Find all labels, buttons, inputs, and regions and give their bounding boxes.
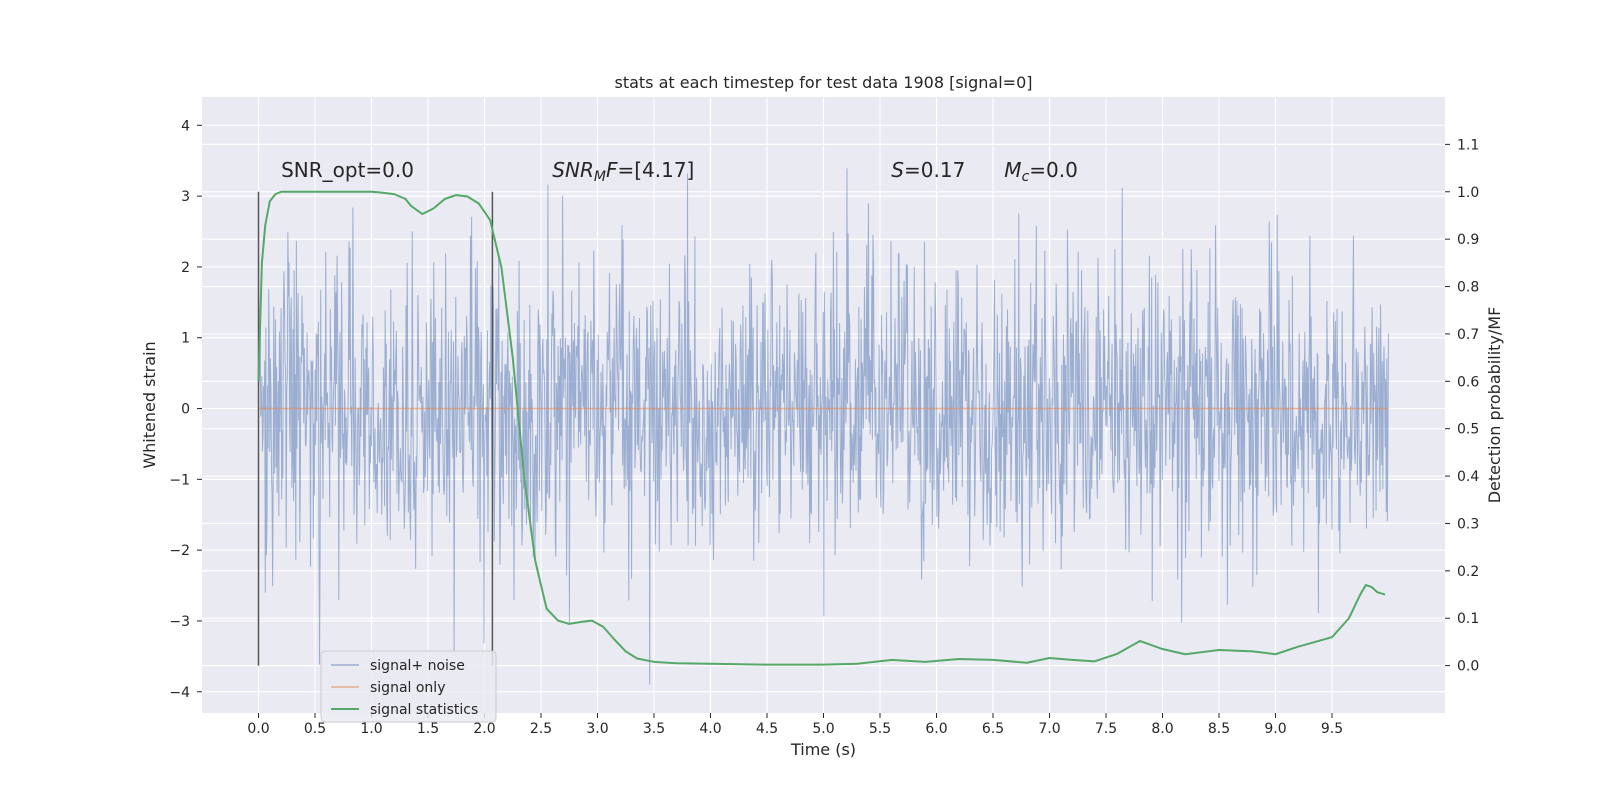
line-signal-plus-noise: [258, 168, 1389, 685]
annotation: Mc=0.0: [1004, 158, 1078, 185]
y-axis-ticks: −4 −3 −2 −1 0 1 2 3 4: [169, 118, 202, 701]
y2-tick-label: 1.1: [1457, 137, 1479, 153]
x-tick-label: 8.5: [1208, 721, 1230, 737]
x-axis-label: Time (s): [790, 740, 856, 759]
x-axis-ticks: 0.0 0.5 1.0 1.5 2.0 2.5 3.0 3.5 4.0 4.5 5.0 5.5 6.0 6…: [247, 713, 1343, 737]
y2-tick-label: 0.3: [1457, 516, 1479, 532]
legend-box: [320, 650, 497, 723]
x-tick-label: 5.5: [869, 721, 891, 737]
y-tick-label: 3: [181, 189, 190, 205]
series-signal-statistics: [257, 190, 1386, 666]
x-tick-label: 1.0: [360, 721, 382, 737]
y2-tick-label: 0.6: [1457, 374, 1479, 390]
x-tick-label: 8.0: [1151, 721, 1173, 737]
y2-tick-label: 0.7: [1457, 327, 1479, 343]
x-tick-label: 6.5: [982, 721, 1004, 737]
annotation: S=0.17: [891, 158, 965, 182]
annotation: SNRMF=[4.17]: [552, 158, 694, 185]
x-tick-label: 0.0: [247, 721, 269, 737]
chart-title: stats at each timestep for test data 190…: [614, 73, 1032, 92]
y2-tick-label: 0.8: [1457, 280, 1479, 296]
y-tick-label: −1: [169, 472, 190, 488]
y2-tick-label: 0.0: [1457, 659, 1479, 675]
legend: signal+ noise signal only signal statistic…: [320, 650, 497, 723]
y2-tick-label: 1.0: [1457, 185, 1479, 201]
y-tick-label: −4: [169, 685, 190, 701]
line-signal-statistics: [257, 190, 1386, 666]
x-tick-label: 3.5: [643, 721, 665, 737]
x-tick-label: 6.0: [925, 721, 947, 737]
y2-tick-label: 0.5: [1457, 422, 1479, 438]
y2-tick-label: 0.4: [1457, 469, 1479, 485]
x-tick-label: 0.5: [304, 721, 326, 737]
y-tick-label: 0: [181, 402, 190, 418]
legend-label: signal statistics: [370, 702, 478, 718]
annotation: SNR_opt=0.0: [281, 158, 414, 182]
x-tick-label: 4.5: [756, 721, 778, 737]
series-signal-plus-noise: [258, 168, 1389, 685]
y-tick-label: 4: [181, 118, 190, 134]
x-tick-label: 1.5: [417, 721, 439, 737]
x-tick-label: 7.0: [1038, 721, 1060, 737]
legend-label: signal+ noise: [370, 658, 465, 674]
annotations: SNR_opt=0.0 SNRMF=[4.17] S=0.17 Mc=0.0: [281, 158, 1078, 185]
y2-axis-ticks: 0.0 0.1 0.2 0.3 0.4 0.5 0.6 0.7 0.8 0.9 1.0 1.1: [1445, 137, 1479, 675]
x-tick-label: 9.0: [1264, 721, 1286, 737]
y-tick-label: 2: [181, 260, 190, 276]
x-tick-label: 2.0: [473, 721, 495, 737]
y-tick-label: −3: [169, 614, 190, 630]
legend-label: signal only: [370, 680, 445, 696]
x-tick-label: 7.5: [1095, 721, 1117, 737]
y-axis-label: Whitened strain: [140, 341, 159, 468]
y2-axis-label: Detection probability/MF: [1485, 307, 1504, 504]
y2-tick-label: 0.2: [1457, 564, 1479, 580]
x-tick-label: 5.0: [812, 721, 834, 737]
x-tick-label: 9.5: [1321, 721, 1343, 737]
y2-tick-label: 0.1: [1457, 611, 1479, 627]
vertical-markers: [257, 191, 494, 666]
x-tick-label: 3.0: [586, 721, 608, 737]
x-tick-label: 2.5: [530, 721, 552, 737]
y-tick-label: −2: [169, 543, 190, 559]
x-tick-label: 4.0: [699, 721, 721, 737]
y2-tick-label: 0.9: [1457, 232, 1479, 248]
y-tick-label: 1: [181, 331, 190, 347]
